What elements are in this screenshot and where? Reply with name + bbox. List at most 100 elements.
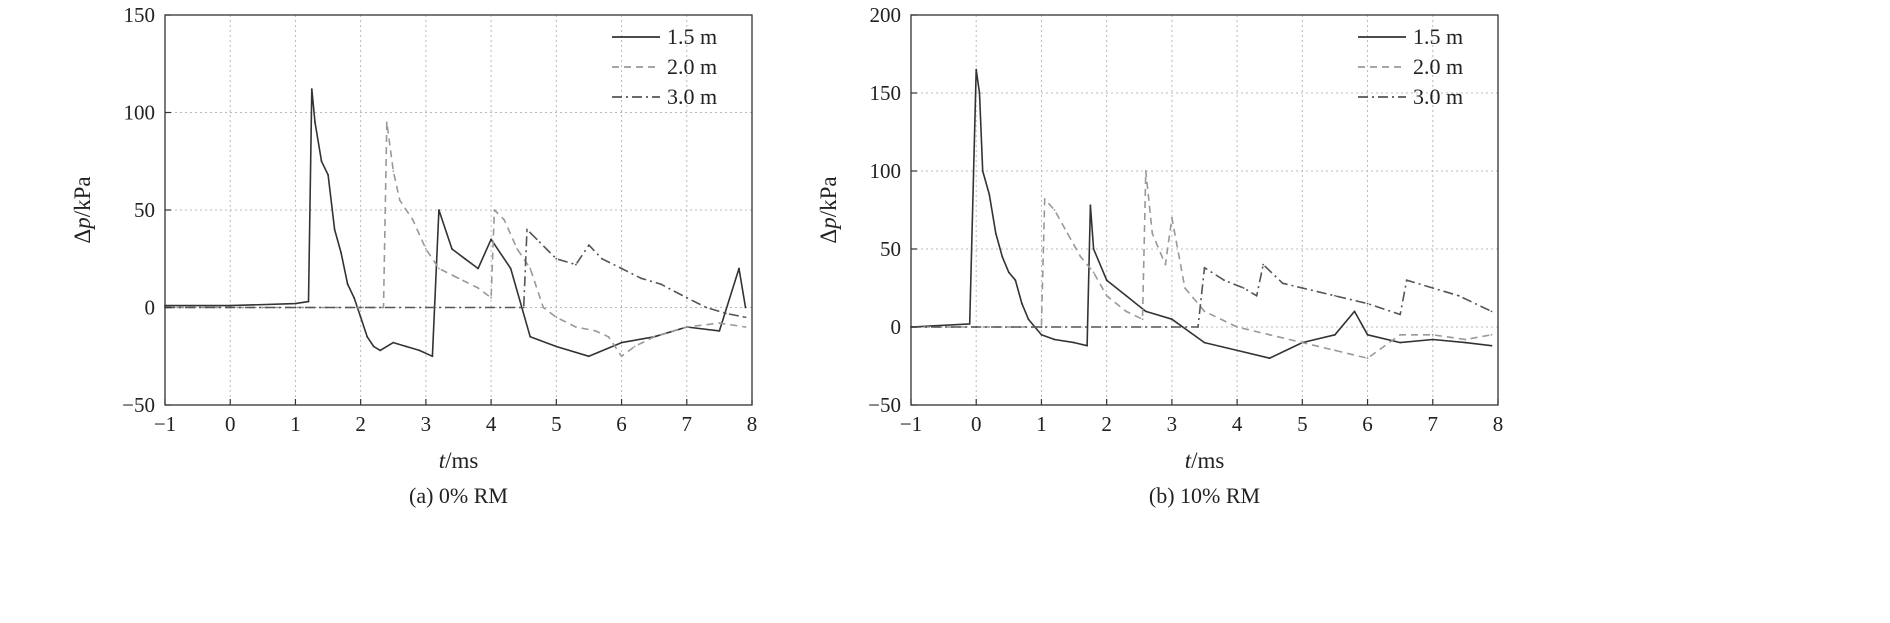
- series-line-2: [165, 228, 746, 319]
- data-point: [542, 306, 545, 309]
- data-point: [320, 160, 323, 163]
- data-point: [438, 209, 440, 211]
- data-point: [978, 92, 981, 94]
- data-point: [1262, 263, 1265, 266]
- data-point: [620, 355, 623, 358]
- data-point: [379, 349, 382, 352]
- data-point: [1170, 318, 1173, 321]
- legend-label-0: 1.5 m: [1413, 24, 1463, 49]
- panel-caption: (a) 0% RM: [409, 483, 508, 508]
- data-point: [1151, 232, 1154, 235]
- data-point: [382, 306, 385, 309]
- series-line-1: [911, 170, 1492, 360]
- data-point: [975, 326, 978, 328]
- x-tick-label: 5: [551, 412, 562, 436]
- data-point: [1053, 338, 1056, 341]
- data-point: [685, 296, 688, 299]
- data-point: [1125, 310, 1128, 313]
- y-tick-label: 50: [134, 198, 155, 222]
- data-point: [588, 355, 590, 358]
- y-axis-label: Δp/kPa: [70, 176, 95, 243]
- data-point: [1203, 341, 1206, 344]
- data-point: [529, 335, 532, 338]
- series-line-1: [165, 121, 746, 358]
- y-axis-unit: /kPa: [816, 176, 841, 217]
- data-point: [1301, 287, 1304, 289]
- data-point: [1144, 310, 1147, 313]
- data-point: [307, 300, 310, 303]
- data-point: [333, 228, 336, 231]
- data-point: [477, 267, 479, 270]
- data-point: [744, 316, 747, 319]
- x-tick-label: 1: [1036, 412, 1047, 436]
- data-point: [1457, 294, 1460, 297]
- data-point: [1366, 302, 1369, 305]
- data-point: [738, 267, 740, 270]
- data-point: [1268, 333, 1271, 336]
- data-point: [1020, 302, 1023, 305]
- legend-label-2: 3.0 m: [1413, 84, 1463, 109]
- data-point: [1490, 344, 1493, 347]
- y-axis-unit: /kPa: [70, 176, 95, 217]
- data-point: [1066, 232, 1069, 235]
- data-point: [1164, 263, 1167, 266]
- data-point: [975, 68, 978, 71]
- data-point: [516, 248, 519, 250]
- data-point: [490, 306, 493, 309]
- data-point: [555, 345, 558, 348]
- data-point: [1073, 341, 1075, 344]
- data-point: [1236, 349, 1239, 352]
- data-point: [1105, 279, 1108, 282]
- data-point: [1268, 357, 1271, 360]
- data-point: [1399, 313, 1402, 316]
- data-point: [685, 326, 688, 328]
- x-tick-label: 5: [1297, 412, 1308, 436]
- data-point: [555, 316, 558, 319]
- data-point: [535, 238, 538, 241]
- data-point: [1203, 310, 1206, 313]
- data-point: [968, 322, 971, 325]
- x-tick-label: 7: [1428, 412, 1439, 436]
- data-point: [1399, 341, 1402, 344]
- data-point: [229, 304, 232, 307]
- y-tick-label: 100: [124, 101, 156, 125]
- data-point: [1040, 326, 1043, 328]
- legend-label-1: 2.0 m: [667, 54, 717, 79]
- x-axis-unit: /ms: [445, 448, 478, 473]
- data-point: [1399, 333, 1402, 336]
- data-point: [1089, 204, 1092, 207]
- data-point: [359, 306, 362, 309]
- legend-label-0: 1.5 m: [667, 24, 717, 49]
- data-point: [431, 355, 434, 358]
- data-point: [310, 88, 313, 90]
- x-tick-label: 8: [1493, 412, 1504, 436]
- data-point: [1184, 287, 1186, 289]
- data-point: [424, 306, 427, 309]
- data-point: [994, 232, 997, 235]
- data-point: [1334, 333, 1336, 336]
- data-point: [1170, 216, 1173, 219]
- x-tick-label: 1: [290, 412, 301, 436]
- data-point: [1281, 282, 1284, 285]
- x-tick-label: 0: [225, 412, 236, 436]
- data-point: [1079, 255, 1082, 258]
- series-line-0: [910, 68, 1492, 360]
- y-tick-label: 0: [145, 296, 156, 320]
- data-point: [1197, 326, 1199, 328]
- data-point: [1027, 318, 1030, 321]
- data-point: [594, 330, 597, 332]
- y-tick-label: 150: [870, 81, 902, 105]
- panel-caption: (b) 10% RM: [1149, 483, 1260, 508]
- data-point: [1043, 198, 1046, 200]
- data-point: [705, 306, 708, 309]
- legend: 1.5 m 2.0 m 3.0 m: [1358, 24, 1463, 109]
- data-point: [1223, 279, 1225, 282]
- data-point: [424, 248, 427, 250]
- data-point: [1366, 357, 1369, 360]
- data-point: [633, 345, 636, 348]
- data-point: [1464, 338, 1467, 341]
- data-point: [346, 283, 349, 285]
- data-point: [398, 199, 401, 202]
- data-point: [1255, 294, 1258, 297]
